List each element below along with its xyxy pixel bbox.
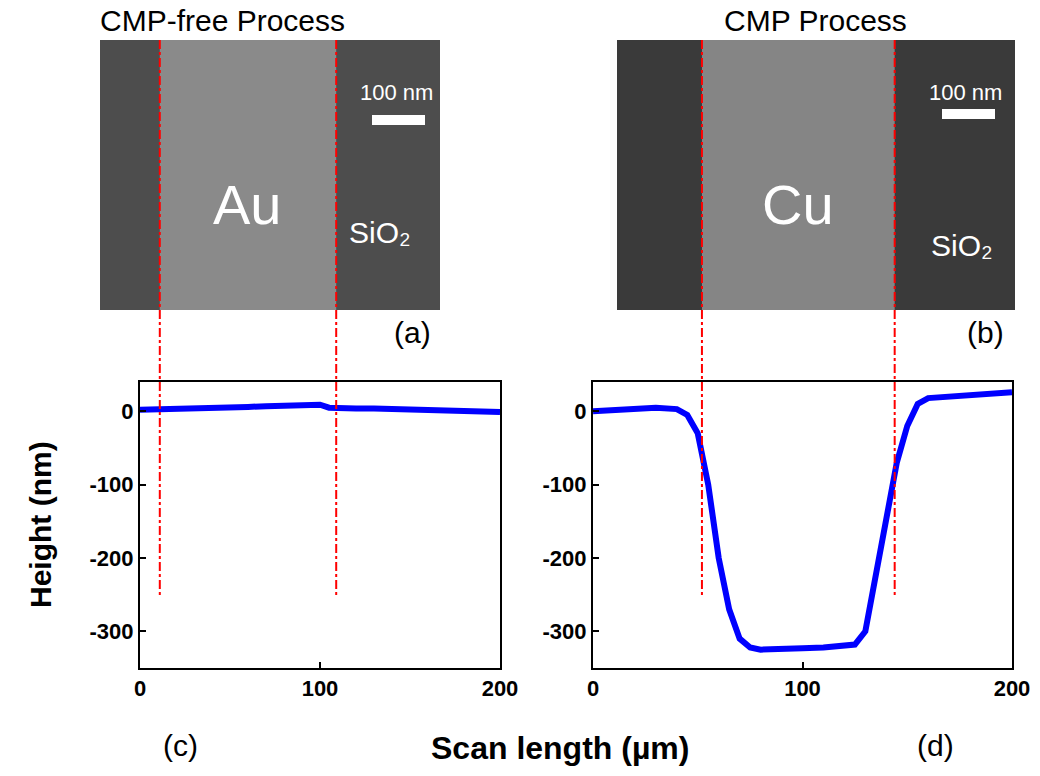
svg-text:CMP-free Process: CMP-free Process bbox=[100, 4, 345, 37]
svg-text:Au: Au bbox=[213, 173, 282, 236]
svg-text:0: 0 bbox=[121, 399, 133, 424]
svg-text:-200: -200 bbox=[90, 546, 134, 571]
svg-text:Scan length (µm): Scan length (µm) bbox=[431, 730, 689, 766]
svg-text:(c): (c) bbox=[163, 729, 198, 762]
svg-text:100: 100 bbox=[784, 676, 821, 701]
svg-text:0: 0 bbox=[134, 676, 146, 701]
svg-text:(a): (a) bbox=[394, 316, 431, 349]
svg-text:-100: -100 bbox=[90, 472, 134, 497]
svg-text:CMP Process: CMP Process bbox=[724, 4, 907, 37]
svg-text:-300: -300 bbox=[90, 619, 134, 644]
svg-text:(d): (d) bbox=[917, 729, 954, 762]
svg-text:100 nm: 100 nm bbox=[360, 80, 433, 105]
svg-text:-100: -100 bbox=[543, 472, 587, 497]
svg-text:100: 100 bbox=[302, 676, 339, 701]
svg-text:200: 200 bbox=[994, 676, 1031, 701]
svg-text:100 nm: 100 nm bbox=[929, 80, 1002, 105]
svg-text:Height (nm): Height (nm) bbox=[24, 441, 57, 608]
svg-text:-200: -200 bbox=[543, 546, 587, 571]
svg-text:(b): (b) bbox=[967, 316, 1004, 349]
svg-text:SiO₂: SiO₂ bbox=[349, 216, 411, 249]
svg-text:200: 200 bbox=[482, 676, 519, 701]
svg-text:0: 0 bbox=[574, 399, 586, 424]
svg-text:0: 0 bbox=[587, 676, 599, 701]
svg-text:Cu: Cu bbox=[762, 173, 834, 236]
svg-text:-300: -300 bbox=[543, 619, 587, 644]
svg-text:SiO₂: SiO₂ bbox=[931, 229, 993, 262]
